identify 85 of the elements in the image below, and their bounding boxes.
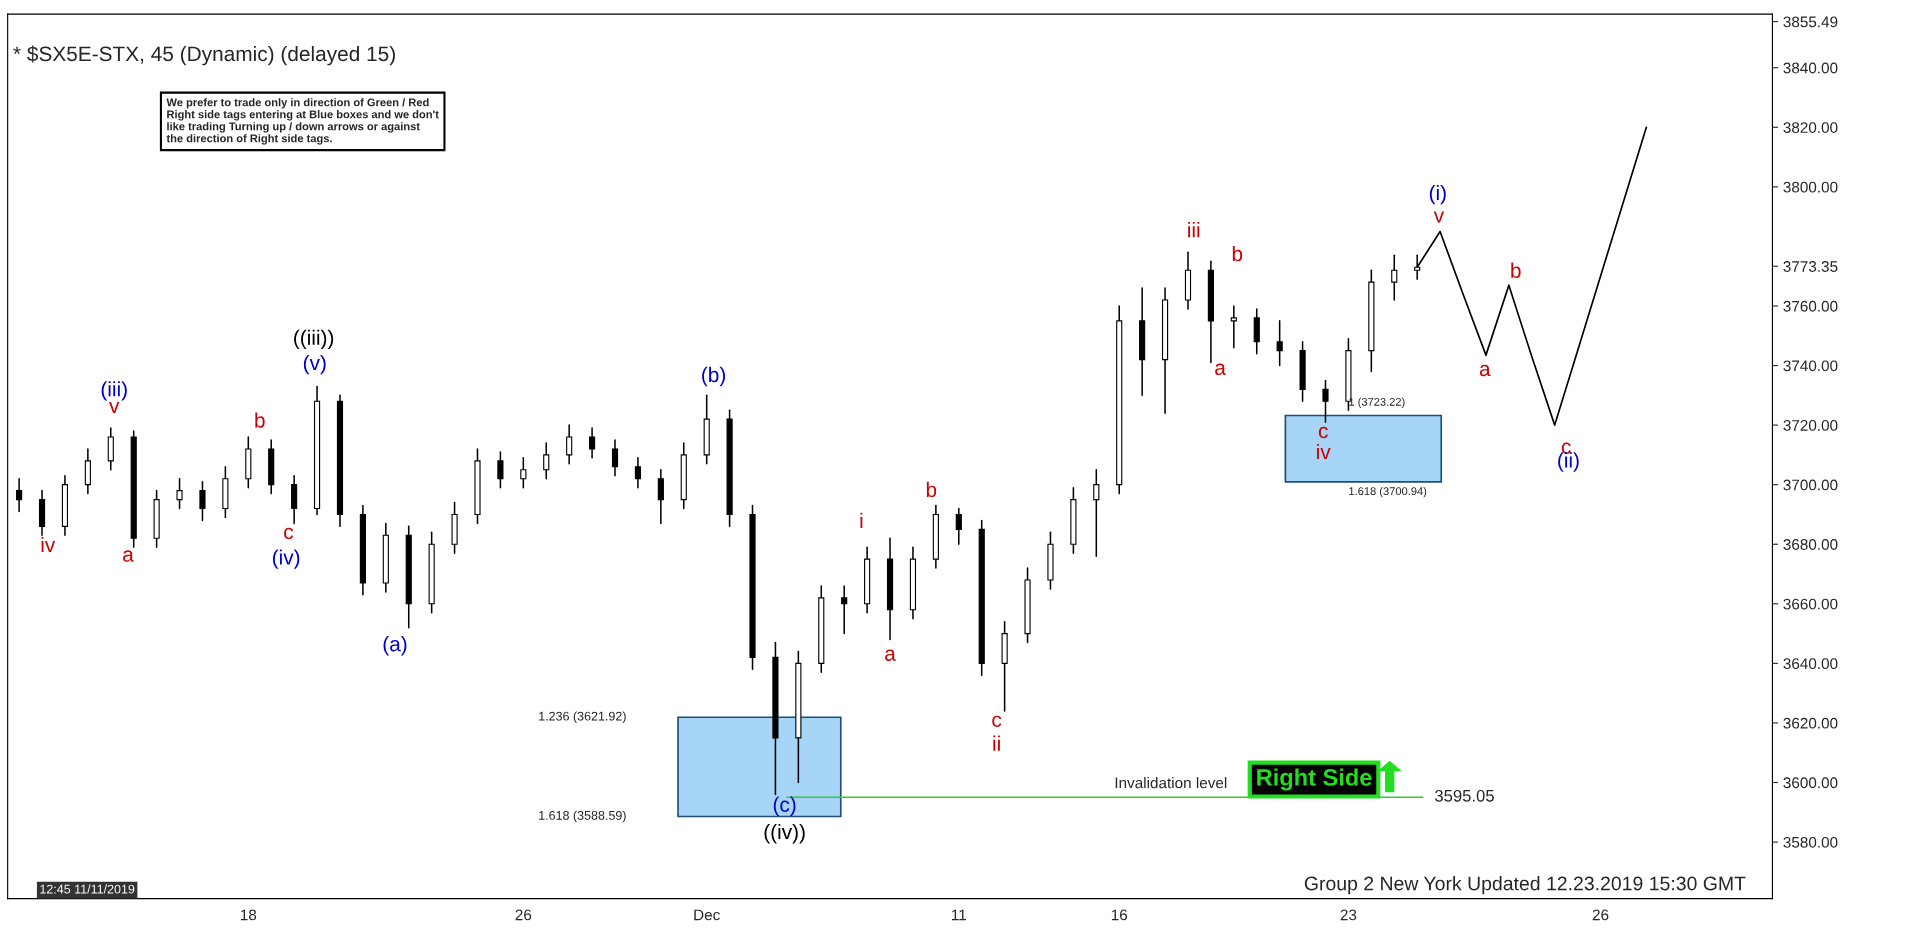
candlestick bbox=[199, 480, 206, 522]
y-tick-label: 3820.00 bbox=[1783, 122, 1838, 133]
candlestick bbox=[16, 477, 23, 513]
annotation: (a) bbox=[383, 636, 407, 656]
annotation: a bbox=[1479, 364, 1491, 377]
x-tick-label: 18 bbox=[240, 909, 257, 921]
y-tick-label: 3740.00 bbox=[1783, 360, 1838, 372]
y-tick-label: 3680.00 bbox=[1783, 539, 1838, 550]
candlestick bbox=[543, 442, 550, 480]
candlestick bbox=[176, 477, 183, 510]
candlestick bbox=[84, 448, 91, 495]
annotation: c bbox=[284, 527, 294, 540]
candlestick bbox=[1322, 379, 1329, 423]
annotation: v bbox=[109, 401, 120, 413]
annotation: i bbox=[860, 512, 863, 528]
line-series bbox=[1416, 126, 1648, 426]
annotation: b bbox=[926, 481, 937, 498]
annotation: 1.618 (3588.59) bbox=[539, 810, 626, 823]
y-tick-label: 3640.00 bbox=[1783, 658, 1838, 670]
y-tick-label: 3840.00 bbox=[1783, 62, 1838, 74]
annotation: ((iv)) bbox=[764, 824, 805, 844]
annotation: (b) bbox=[702, 366, 725, 387]
annotation: c bbox=[992, 715, 1002, 728]
y-tick-label: 3660.00 bbox=[1783, 598, 1838, 610]
text: * $SX5E-STX, 45 (Dynamic) (delayed 15) bbox=[13, 45, 395, 66]
x-tick-label: 11 bbox=[952, 909, 966, 921]
annotation: a bbox=[885, 649, 896, 661]
annotation: ii bbox=[993, 735, 1000, 751]
x-tick-label: Dec bbox=[694, 909, 720, 921]
annotation: ((iii)) bbox=[294, 329, 334, 350]
x-tick-label: 26 bbox=[1592, 909, 1609, 921]
annotation: b bbox=[1511, 262, 1521, 278]
annotation: c bbox=[1318, 426, 1328, 439]
annotation: (iii) bbox=[101, 381, 127, 401]
annotation: iv bbox=[1317, 443, 1331, 460]
annotation: Group 2 New York Updated 12.23.2019 15:30 GMT bbox=[1304, 876, 1746, 895]
annotation: v bbox=[1433, 211, 1445, 223]
candlestick bbox=[291, 474, 298, 525]
annotation: c bbox=[1561, 442, 1571, 454]
y-tick-label: 3620.00 bbox=[1783, 717, 1838, 729]
candlestick bbox=[1391, 254, 1398, 301]
y-tick-label: 3773.35 bbox=[1783, 261, 1838, 272]
annotation: 3595.05 bbox=[1435, 789, 1494, 802]
candlestick bbox=[634, 457, 642, 489]
annotation: (i) bbox=[1429, 184, 1446, 205]
annotation: b bbox=[255, 412, 265, 428]
candlestick bbox=[611, 439, 619, 477]
y-tick-label: 3800.00 bbox=[1783, 181, 1838, 193]
annotation: Right Side bbox=[1257, 768, 1372, 791]
candlestick bbox=[566, 424, 573, 465]
annotation: (v) bbox=[303, 354, 326, 375]
annotation: We prefer to trade only in direction of Green / Red Right side tags entering at Blue boxes and we don't like trading Turning up / down arrows or against the direction of Right side tags. bbox=[166, 98, 439, 145]
annotation: (iv) bbox=[272, 549, 300, 569]
y-tick-label: 3855.49 bbox=[1783, 16, 1838, 28]
candlestick bbox=[955, 507, 962, 546]
x-tick-label: 23 bbox=[1340, 909, 1357, 921]
y-tick-label: 3700.00 bbox=[1783, 479, 1838, 491]
annotation: iii bbox=[1188, 222, 1200, 238]
candlestick bbox=[1230, 305, 1237, 349]
candlestick bbox=[841, 585, 848, 635]
candlestick bbox=[589, 427, 596, 459]
annotation: iv bbox=[41, 536, 56, 553]
ref-line-label: Invalidation level bbox=[1115, 777, 1227, 789]
annotation: 1.618 (3700.94) bbox=[1349, 486, 1427, 498]
annotation: 1 (3723.22) bbox=[1349, 397, 1405, 408]
y-tick-label: 3600.00 bbox=[1783, 777, 1838, 789]
annotation: 12:45 11/11/2019 bbox=[40, 884, 135, 894]
y-tick-label: 3580.00 bbox=[1783, 836, 1838, 848]
annotation: (c) bbox=[773, 796, 796, 817]
annotation: b bbox=[1232, 245, 1243, 262]
y-tick-label: 3760.00 bbox=[1783, 300, 1838, 312]
annotation: a bbox=[123, 550, 134, 562]
y-tick-label: 3720.00 bbox=[1783, 419, 1838, 431]
candlestick bbox=[520, 457, 527, 489]
x-tick-label: 16 bbox=[1111, 909, 1128, 921]
candlestick bbox=[497, 451, 504, 489]
x-tick-label: 26 bbox=[515, 909, 532, 921]
annotation: (ii) bbox=[1558, 452, 1579, 472]
annotation: 1.236 (3621.92) bbox=[539, 711, 626, 724]
candlestick bbox=[657, 469, 664, 525]
candlestick bbox=[107, 427, 114, 471]
candlestick bbox=[1276, 320, 1283, 367]
candlestick bbox=[1253, 308, 1260, 355]
annotation: a bbox=[1215, 363, 1226, 376]
candlestick bbox=[1093, 469, 1100, 557]
